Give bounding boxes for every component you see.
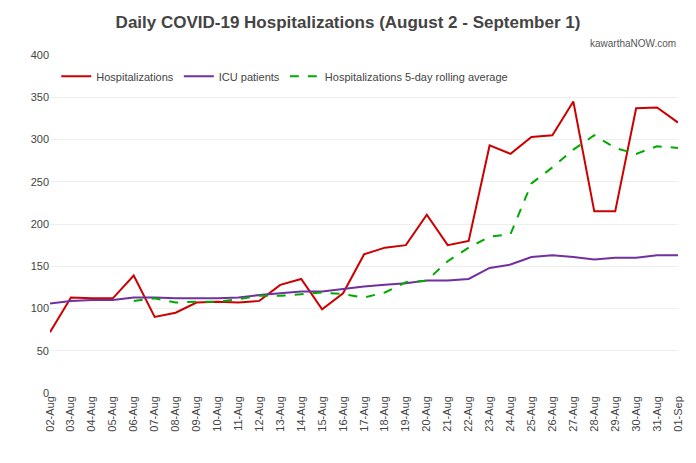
svg-text:26-Aug: 26-Aug	[546, 396, 558, 431]
svg-text:03-Aug: 03-Aug	[65, 396, 77, 431]
svg-text:25-Aug: 25-Aug	[525, 396, 537, 431]
svg-text:15-Aug: 15-Aug	[316, 396, 328, 431]
svg-text:ICU patients: ICU patients	[219, 71, 280, 83]
svg-text:23-Aug: 23-Aug	[483, 396, 495, 431]
svg-text:21-Aug: 21-Aug	[441, 396, 453, 431]
svg-text:0: 0	[43, 387, 49, 399]
svg-text:Hospitalizations 5-day rolling: Hospitalizations 5-day rolling average	[325, 71, 508, 83]
svg-text:20-Aug: 20-Aug	[420, 396, 432, 431]
svg-text:150: 150	[31, 260, 49, 272]
svg-text:14-Aug: 14-Aug	[295, 396, 307, 431]
svg-text:12-Aug: 12-Aug	[253, 396, 265, 431]
svg-text:18-Aug: 18-Aug	[379, 396, 391, 431]
svg-text:100: 100	[31, 302, 49, 314]
svg-text:06-Aug: 06-Aug	[127, 396, 139, 431]
svg-text:08-Aug: 08-Aug	[169, 396, 181, 431]
svg-text:10-Aug: 10-Aug	[211, 396, 223, 431]
svg-text:16-Aug: 16-Aug	[337, 396, 349, 431]
svg-text:04-Aug: 04-Aug	[85, 396, 97, 431]
svg-text:11-Aug: 11-Aug	[232, 396, 244, 431]
svg-text:350: 350	[31, 91, 49, 103]
svg-text:19-Aug: 19-Aug	[399, 396, 411, 431]
svg-text:30-Aug: 30-Aug	[630, 396, 642, 431]
svg-text:07-Aug: 07-Aug	[148, 396, 160, 431]
svg-text:27-Aug: 27-Aug	[567, 396, 579, 431]
svg-text:09-Aug: 09-Aug	[190, 396, 202, 431]
svg-text:400: 400	[31, 49, 49, 61]
svg-text:13-Aug: 13-Aug	[274, 396, 286, 431]
svg-text:200: 200	[31, 218, 49, 230]
svg-text:Daily COVID-19 Hospitalization: Daily COVID-19 Hospitalizations (August …	[116, 13, 581, 32]
svg-text:17-Aug: 17-Aug	[358, 396, 370, 431]
svg-text:250: 250	[31, 176, 49, 188]
svg-text:300: 300	[31, 133, 49, 145]
svg-text:22-Aug: 22-Aug	[462, 396, 474, 431]
svg-text:28-Aug: 28-Aug	[588, 396, 600, 431]
svg-text:31-Aug: 31-Aug	[651, 396, 663, 431]
svg-text:05-Aug: 05-Aug	[106, 396, 118, 431]
svg-text:02-Aug: 02-Aug	[44, 396, 56, 431]
svg-text:Hospitalizations: Hospitalizations	[96, 71, 174, 83]
svg-text:50: 50	[37, 345, 49, 357]
svg-text:kawarthaNOW.com: kawarthaNOW.com	[590, 38, 676, 49]
svg-text:24-Aug: 24-Aug	[504, 396, 516, 431]
svg-text:29-Aug: 29-Aug	[609, 396, 621, 431]
svg-text:01-Sep: 01-Sep	[672, 396, 684, 431]
